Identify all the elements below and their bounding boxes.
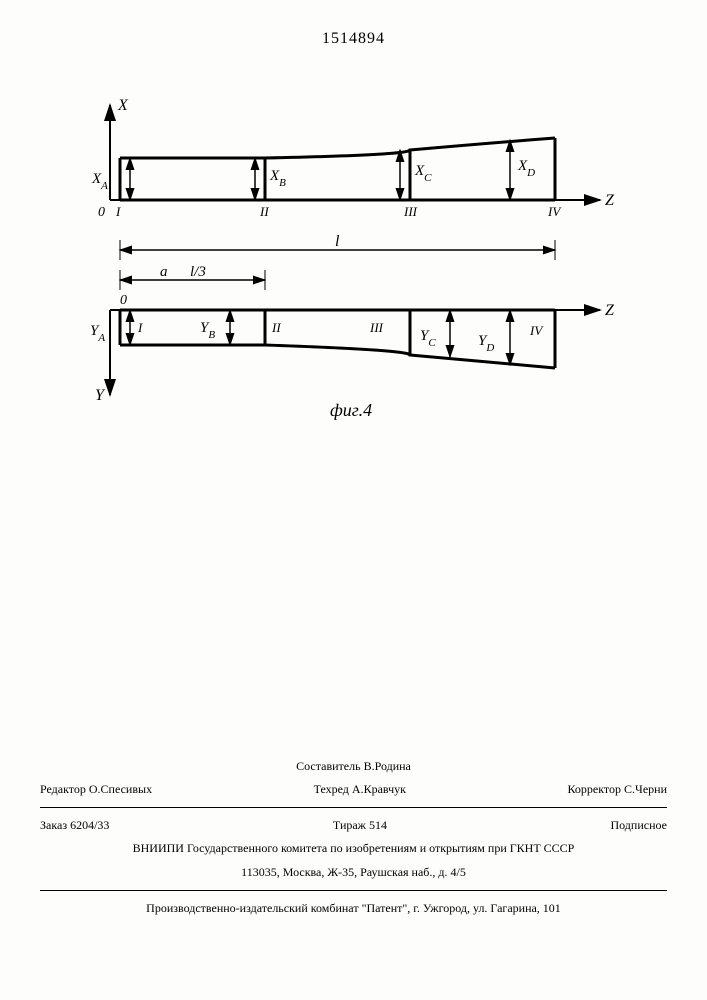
a-label: a <box>160 264 168 280</box>
divider <box>40 890 667 891</box>
circulation-label: Тираж <box>333 818 366 832</box>
xd-label: XD <box>517 158 535 179</box>
svg-text:II: II <box>271 320 281 335</box>
svg-text:I: I <box>137 320 143 335</box>
editor-label: Редактор <box>40 782 86 796</box>
svg-text:IV: IV <box>529 323 544 338</box>
corrector-name: С.Черни <box>624 782 667 796</box>
svg-text:II: II <box>259 204 269 219</box>
ya-label: YA <box>90 323 105 344</box>
order-label: Заказ <box>40 818 67 832</box>
xc-label: XC <box>414 163 432 184</box>
xa-label: XA <box>91 171 108 192</box>
yd-label: YD <box>478 333 494 354</box>
compiler-name: В.Родина <box>364 759 411 773</box>
figure-4-diagram: X Z 0 XA XB XC XD I <box>70 90 630 430</box>
svg-text:I: I <box>115 204 121 219</box>
length-label: l <box>335 233 340 250</box>
origin-top: 0 <box>98 205 105 220</box>
svg-text:IV: IV <box>547 204 562 219</box>
z-axis-label-top: Z <box>605 192 615 209</box>
circulation-value: 514 <box>369 818 387 832</box>
subscription-label: Подписное <box>610 816 667 835</box>
printer-line: Производственно-издательский комбинат "П… <box>40 897 667 920</box>
yc-label: YC <box>420 328 436 349</box>
patent-number: 1514894 <box>0 30 707 48</box>
order-number: 6204/33 <box>70 818 109 832</box>
divider <box>40 807 667 808</box>
compiler-label: Составитель <box>296 759 360 773</box>
figure-label: фиг.4 <box>330 400 372 421</box>
org-line1: ВНИИПИ Государственного комитета по изоб… <box>40 837 667 860</box>
xb-label: XB <box>269 168 286 189</box>
teched-name: А.Кравчук <box>352 782 406 796</box>
y-axis-label: Y <box>95 387 106 404</box>
corrector-label: Корректор <box>568 782 622 796</box>
teched-label: Техред <box>314 782 349 796</box>
svg-text:III: III <box>403 204 418 219</box>
bottom-view: l a l/3 Z 0 Y <box>90 233 615 404</box>
l3-label: l/3 <box>190 264 206 280</box>
z-axis-label-bottom: Z <box>605 302 615 319</box>
org-line2: 113035, Москва, Ж-35, Раушская наб., д. … <box>40 861 667 884</box>
svg-text:III: III <box>369 320 384 335</box>
top-view: X Z 0 XA XB XC XD I <box>91 97 615 220</box>
origin-bottom: 0 <box>120 293 127 308</box>
editor-name: О.Спесивых <box>89 782 152 796</box>
yb-label: YB <box>200 320 215 341</box>
x-axis-label: X <box>117 97 129 114</box>
imprint-footer: Составитель В.Родина Редактор О.Спесивых… <box>40 755 667 920</box>
